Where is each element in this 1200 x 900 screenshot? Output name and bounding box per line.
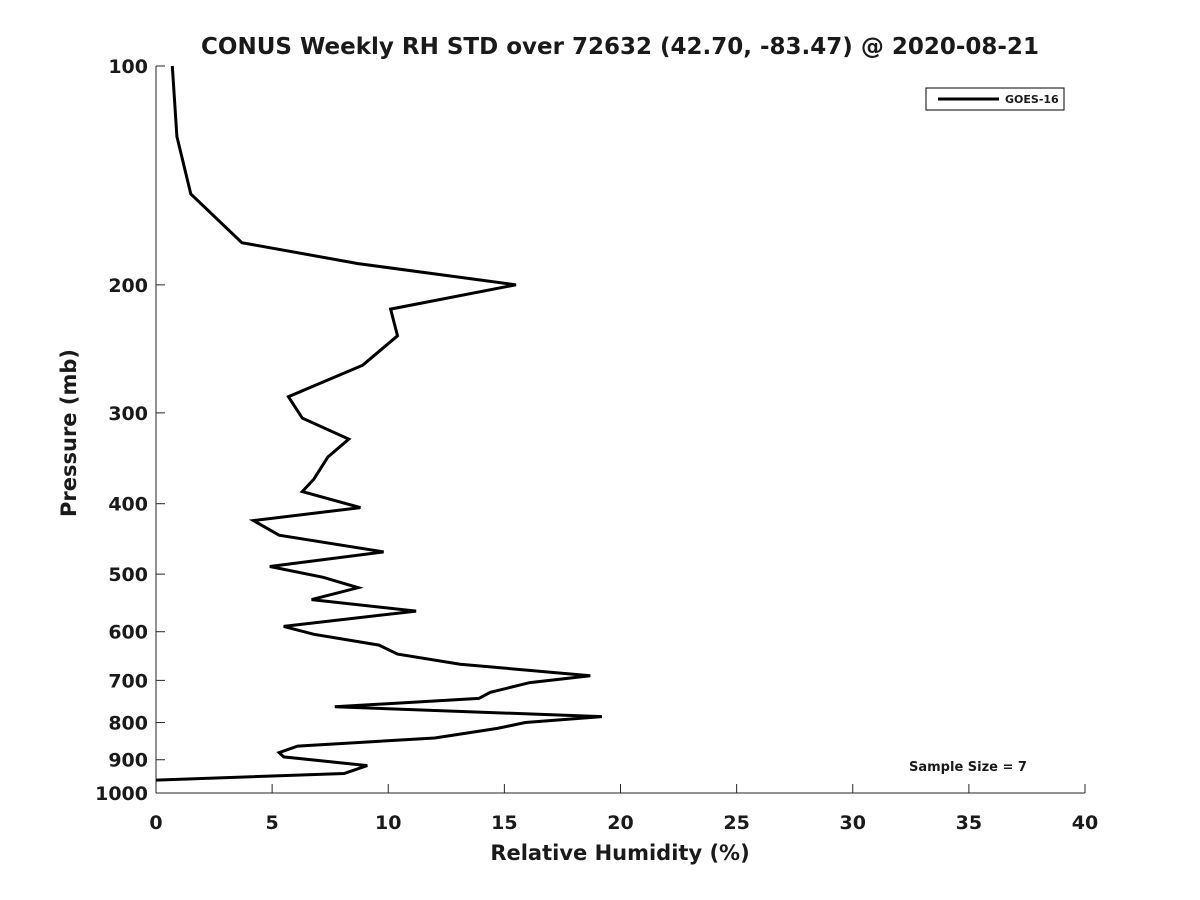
x-tick-label: 5: [266, 812, 279, 834]
x-tick-label: 35: [956, 812, 982, 834]
x-axis-label: Relative Humidity (%): [490, 841, 749, 865]
legend-label: GOES-16: [1005, 93, 1059, 106]
x-tick-label: 25: [723, 812, 749, 834]
sample-size-annotation: Sample Size = 7: [909, 760, 1027, 775]
axes: 0 5 10 15 20 25 30 35 40 100 200 300 400 500 600 700 800…: [95, 56, 1098, 834]
x-tick-label: 30: [840, 812, 866, 834]
x-tick-label: 0: [149, 812, 162, 834]
y-tick-label: 700: [108, 670, 148, 692]
series-line-goes-16: [155, 65, 603, 782]
y-tick-label: 200: [108, 275, 148, 297]
x-tick-label: 15: [491, 812, 517, 834]
legend: GOES-16: [925, 87, 1065, 111]
y-tick-label: 500: [108, 564, 148, 586]
y-axis-label: Pressure (mb): [57, 349, 81, 517]
chart-title: CONUS Weekly RH STD over 72632 (42.70, -…: [201, 34, 1039, 60]
y-tick-label: 1000: [95, 783, 148, 805]
y-tick-label: 800: [108, 713, 148, 735]
x-tick-label: 20: [607, 812, 633, 834]
x-tick-label: 10: [375, 812, 401, 834]
series-layer: [155, 65, 603, 782]
y-tick-label: 400: [108, 494, 148, 516]
y-tick-label: 900: [108, 750, 148, 772]
y-tick-label: 100: [108, 56, 148, 78]
x-tick-label: 40: [1072, 812, 1098, 834]
y-tick-label: 600: [108, 622, 148, 644]
y-tick-label: 300: [108, 403, 148, 425]
